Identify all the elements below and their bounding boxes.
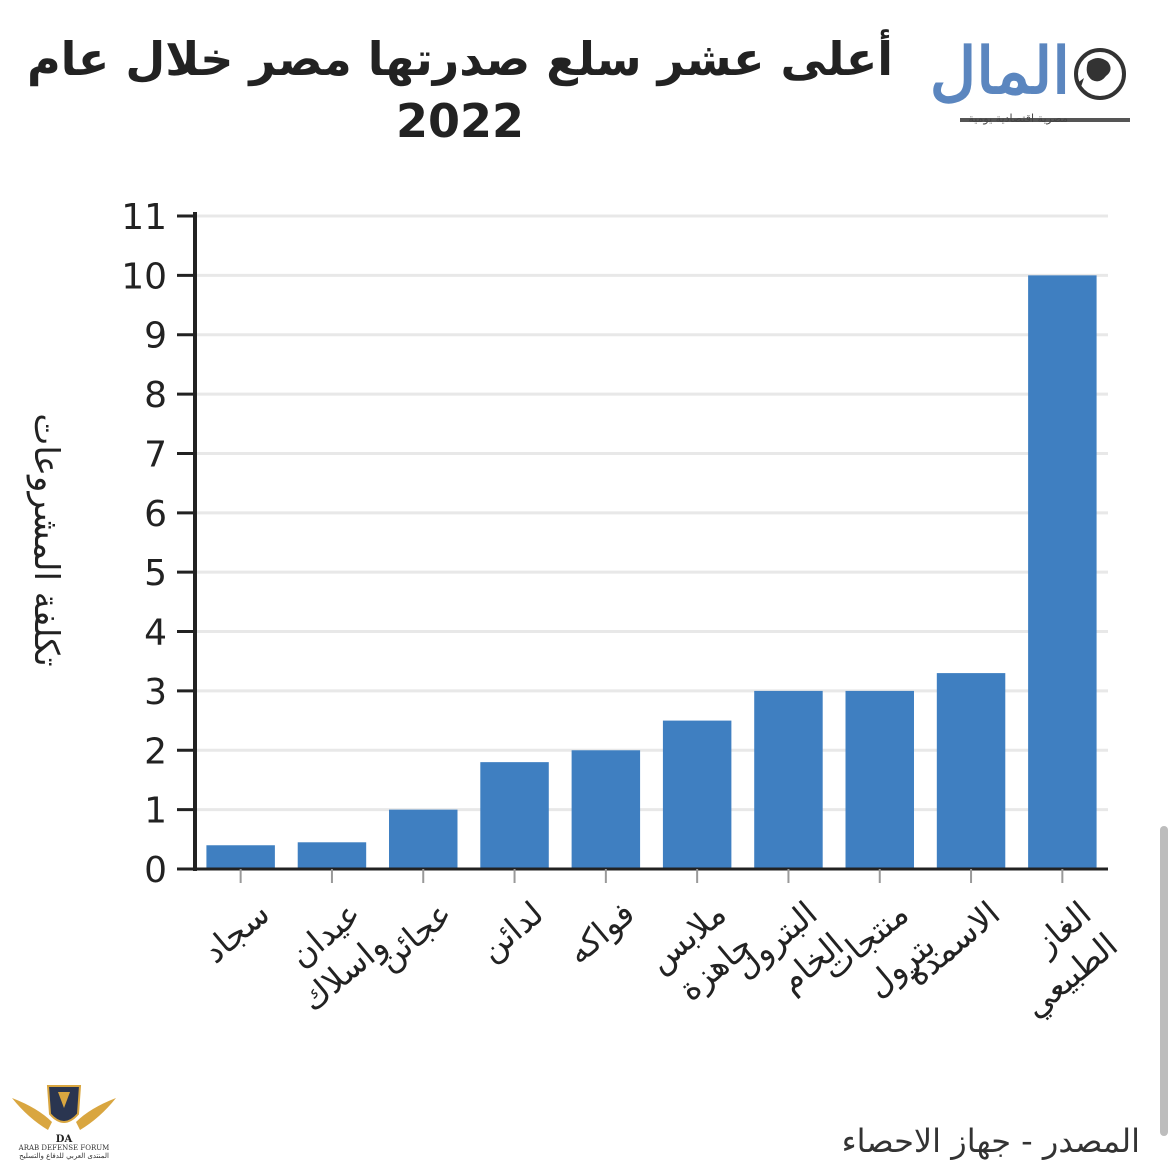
vertical-scrollbar[interactable] xyxy=(1160,826,1168,1136)
y-axis-label: تكلفة المشروعات xyxy=(26,413,66,667)
bar xyxy=(297,842,367,869)
bar xyxy=(571,750,641,869)
y-tick-label: 11 xyxy=(121,197,167,238)
x-tick-label: لدائن xyxy=(471,893,550,968)
y-tick-labels: 0 1 2 3 4 5 6 7 8 9 10 11 xyxy=(121,197,167,891)
logo-tagline: مصرية اقتصادية يومية xyxy=(968,112,1068,125)
axes xyxy=(177,212,1108,883)
watermark-logo: DA ARAB DEFENSE FORUM المنتدى العربي للد… xyxy=(8,1078,120,1168)
source-note: المصدر - جهاز الاحصاء xyxy=(841,1122,1140,1160)
y-tick-label: 10 xyxy=(121,256,167,297)
globe-icon xyxy=(1074,48,1126,100)
bar xyxy=(389,809,458,869)
logo-underline xyxy=(960,118,1130,122)
watermark-initials: DA xyxy=(56,1134,73,1144)
chart-title: أعلى عشر سلع صدرتها مصر خلال عام 2022 xyxy=(26,32,894,148)
bar xyxy=(936,673,1006,869)
watermark-subtitle: المنتدى العربي للدفاع والتسليح xyxy=(19,1152,109,1160)
bar-series xyxy=(206,275,1097,869)
bar xyxy=(1028,275,1097,869)
logo-wordmark: المال xyxy=(929,34,1070,109)
y-tick-label: 2 xyxy=(144,731,167,772)
y-tick-label: 5 xyxy=(144,553,167,594)
bar xyxy=(754,690,823,869)
y-tick-label: 0 xyxy=(144,850,167,891)
x-tick-label: فواكه xyxy=(559,893,642,971)
y-tick-label: 6 xyxy=(144,494,167,535)
x-tick-label-line: فواكه xyxy=(559,893,642,971)
bar xyxy=(845,690,914,869)
y-tick-label: 1 xyxy=(144,791,167,832)
y-tick-label: 7 xyxy=(144,434,167,475)
x-tick-label: الغازالطبيعي xyxy=(989,893,1125,1025)
x-tick-label: سجاد xyxy=(195,893,277,970)
bar xyxy=(480,762,549,869)
shield-icon: DA xyxy=(12,1085,116,1145)
y-tick-label: 4 xyxy=(144,613,167,654)
publisher-logo: المال مصرية اقتصادية يومية xyxy=(905,34,1130,130)
y-tick-label: 9 xyxy=(144,316,167,357)
x-tick-label-line: عجائن xyxy=(369,893,459,978)
x-tick-label-line: لدائن xyxy=(471,893,550,968)
y-tick-label: 8 xyxy=(144,375,167,416)
x-tick-label-line: سجاد xyxy=(195,893,277,970)
watermark-name: ARAB DEFENSE FORUM xyxy=(18,1144,110,1152)
bar xyxy=(206,845,275,869)
x-tick-label: عجائن xyxy=(369,893,459,978)
y-tick-label: 3 xyxy=(144,672,167,713)
bar xyxy=(662,720,732,869)
